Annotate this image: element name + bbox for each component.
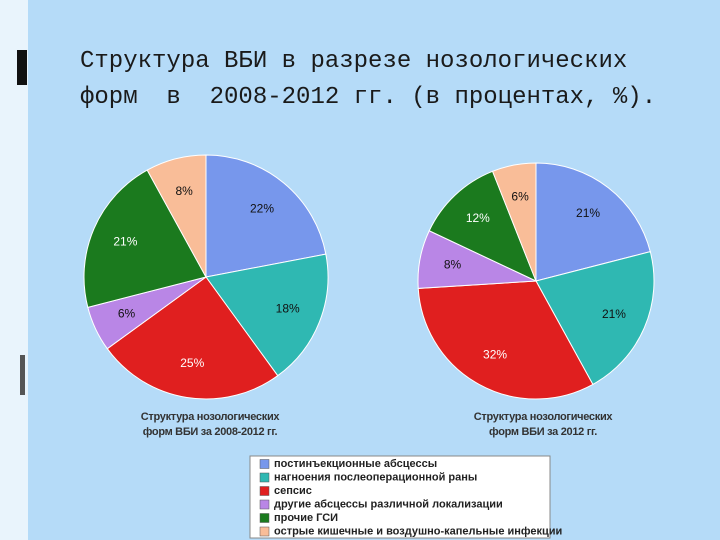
- pie-slice: [535, 251, 655, 386]
- pie-slice: [146, 154, 207, 278]
- legend-swatch: [259, 526, 270, 537]
- side-strip: [0, 0, 28, 540]
- pie-slice: [428, 170, 537, 282]
- legend-label: острые кишечные и воздушно-капельные инф…: [274, 525, 562, 537]
- value-label: 6%: [118, 307, 136, 321]
- pie-slice: [417, 280, 594, 400]
- legend-box: [249, 455, 551, 539]
- legend-label: постинъекционные абсцессы: [274, 458, 437, 470]
- legend-label: другие абсцессы различной локализации: [274, 498, 503, 510]
- legend-label: нагноения послеоперационной раны: [274, 471, 477, 483]
- value-label: 12%: [466, 211, 490, 225]
- decor-bar: [20, 355, 25, 395]
- value-label: 21%: [602, 307, 626, 321]
- pie-slice: [106, 276, 279, 400]
- value-label: 21%: [113, 234, 137, 248]
- legend-label: сепсис: [274, 485, 312, 497]
- legend-swatch: [259, 486, 270, 496]
- value-label: 21%: [576, 206, 600, 220]
- value-label: 8%: [444, 257, 462, 271]
- value-label: 25%: [180, 356, 204, 370]
- legend-swatch: [259, 472, 270, 483]
- pie-subtitle: Структура нозологических форм ВБИ за 201…: [473, 411, 613, 438]
- pie-slice: [205, 154, 327, 278]
- value-label: 32%: [483, 348, 507, 362]
- pie-slice: [491, 162, 537, 282]
- pie-slice: [205, 253, 329, 377]
- value-label: 18%: [276, 302, 300, 316]
- pie-slice: [83, 169, 207, 308]
- legend-swatch: [259, 499, 270, 510]
- legend-swatch: [259, 459, 270, 469]
- legend-label: прочие ГСИ: [274, 512, 338, 524]
- pie-subtitle: Структура нозологических форм ВБИ за 200…: [140, 411, 280, 438]
- value-label: 22%: [250, 201, 274, 215]
- decor-bar: [17, 50, 27, 85]
- value-label: 6%: [511, 190, 529, 204]
- pie-slice: [535, 162, 651, 282]
- title: Структура ВБИ в разрезе нозологических ф…: [80, 48, 657, 111]
- value-label: 8%: [175, 184, 193, 198]
- legend-swatch: [259, 513, 270, 523]
